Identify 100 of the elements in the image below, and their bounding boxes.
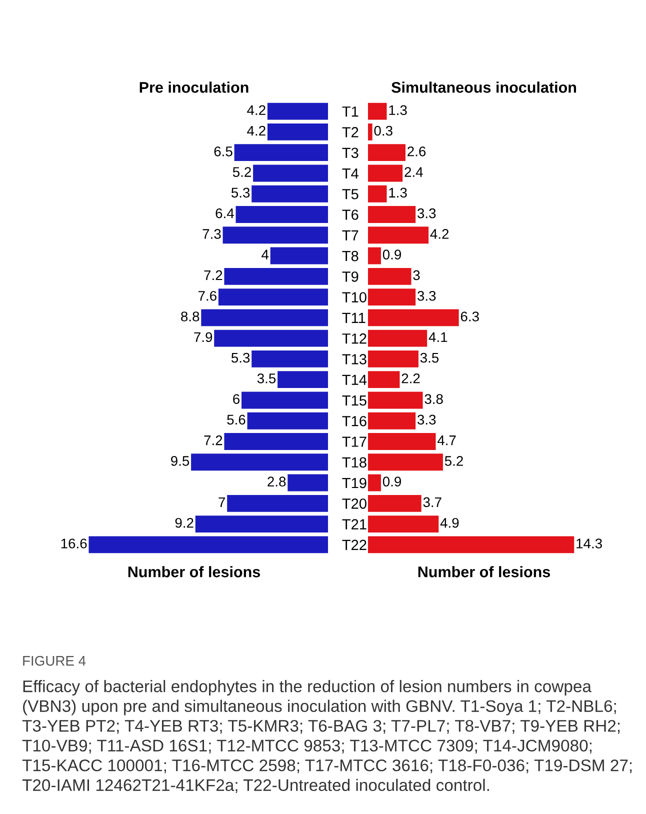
data-label: 7.6 [198, 290, 216, 301]
y-tick-label: T1 [342, 106, 358, 117]
data-label: 5.2 [444, 456, 463, 466]
bar [368, 144, 406, 162]
bar [368, 247, 381, 264]
y-tick-label: T20 [342, 498, 366, 509]
y-tick-label: T3 [342, 148, 358, 158]
bar [227, 494, 328, 512]
y-tick-label: T22 [342, 540, 366, 550]
bar [368, 516, 439, 533]
bar [214, 330, 328, 347]
bar [247, 412, 328, 430]
bar [218, 288, 328, 306]
data-label: 3.8 [424, 394, 443, 404]
y-tick-label: T15 [342, 395, 366, 406]
data-label: 3.7 [423, 497, 442, 508]
bar [253, 164, 328, 182]
bar [195, 516, 328, 533]
y-tick-label: T10 [342, 292, 366, 302]
bar [368, 371, 400, 388]
bar [368, 164, 403, 182]
data-label: 3.5 [257, 373, 276, 384]
bar [252, 185, 328, 202]
data-label: 0.9 [382, 250, 402, 260]
y-tick-label: T7 [342, 230, 358, 240]
bar [242, 392, 328, 409]
data-label: 4.9 [440, 518, 459, 528]
bar [222, 226, 328, 244]
data-label: 6.3 [460, 312, 479, 322]
data-label: 5.2 [232, 167, 251, 177]
bar [368, 412, 416, 430]
bar [278, 371, 328, 388]
bar [368, 330, 428, 347]
y-tick-label: T12 [342, 333, 366, 344]
bar [368, 226, 429, 244]
bar [368, 268, 412, 285]
data-label: 1.3 [389, 105, 407, 116]
data-label: 4.2 [247, 105, 266, 115]
bar [288, 474, 328, 492]
y-tick-label: T16 [342, 416, 366, 426]
y-tick-label: T9 [342, 272, 358, 282]
bar [267, 102, 328, 120]
data-label: 3.3 [417, 290, 436, 301]
data-label: 0.9 [382, 476, 402, 486]
data-label: 7.3 [202, 229, 221, 239]
data-label: 2.2 [402, 373, 420, 384]
caption: FIGURE 4 [23, 656, 86, 666]
data-label: 7.9 [194, 332, 212, 342]
x-axis-title: Number of lesions [418, 566, 550, 578]
bar [224, 268, 328, 285]
y-tick-label: T5 [342, 189, 358, 200]
data-label: 5.6 [227, 414, 246, 425]
bar [252, 350, 328, 368]
data-label: 1.3 [389, 188, 407, 198]
data-label: 16.6 [61, 538, 87, 548]
data-label: 2.8 [268, 476, 286, 486]
y-tick-label: T4 [342, 168, 358, 179]
data-label: 5.3 [231, 188, 250, 198]
data-label: 3.3 [417, 208, 436, 218]
bar [368, 123, 372, 140]
data-label: 4.7 [437, 436, 456, 446]
bar [236, 206, 328, 223]
data-label: 7.2 [204, 270, 222, 280]
bar [368, 536, 574, 554]
data-label: 9.2 [175, 518, 194, 528]
bar [368, 309, 459, 326]
data-label: 6 [233, 394, 240, 404]
bar [88, 536, 328, 554]
chart-title: Simultaneous inoculation [392, 82, 576, 93]
y-tick-label: T11 [342, 312, 366, 323]
data-label: 6.5 [214, 146, 232, 156]
data-label: 2.6 [408, 146, 426, 156]
data-label: 7.2 [204, 435, 222, 446]
y-tick-label: T8 [342, 250, 358, 262]
bar [270, 247, 328, 264]
bar [368, 350, 418, 368]
data-label: 3 [413, 270, 420, 280]
data-label: 0.3 [374, 126, 392, 136]
bar [368, 494, 422, 512]
bar [368, 433, 436, 450]
y-tick-label: T19 [342, 478, 366, 488]
bar [368, 102, 387, 120]
data-label: 4.1 [428, 332, 448, 342]
bar [191, 454, 328, 471]
data-label: 4.2 [247, 126, 266, 136]
data-label: 4 [262, 250, 269, 260]
bar [368, 392, 423, 409]
bar [267, 123, 328, 140]
data-label: 7 [218, 497, 226, 507]
text: Efficacy of bacterial endophytes in the reduction of lesion numbers in cowpea (VBN3) upon pre and simultaneous inoculation with GBNV. T1-Soya 1; T2-NBL6; T3-YEB PT2; T4-YEB RT3; T5-KMR3; T6-BAG 3; T7-PL7; T8-VB7; T9-YEB RH2; T10-VB9; T11-ASD 16S1; T12-MTCC 9853; T13-MTCC 7309; T14-JCM9080; T15-KACC 100001; T16-MTCC 2598; T17-MTCC 3616; T18-F0-036; T19-DSM 27; T20-IAMI 12462T21-41KF2a; T22-Untreated inoculated control. [22, 680, 632, 794]
bar [234, 144, 328, 162]
data-label: 14.3 [576, 538, 602, 548]
bar [224, 433, 328, 450]
bar [368, 206, 416, 223]
data-label: 2.4 [404, 167, 423, 177]
data-label: 3.3 [417, 414, 436, 425]
bar [368, 185, 387, 202]
y-tick-label: T6 [342, 210, 358, 220]
y-tick-label: T2 [342, 127, 358, 138]
y-tick-label: T18 [342, 457, 366, 468]
